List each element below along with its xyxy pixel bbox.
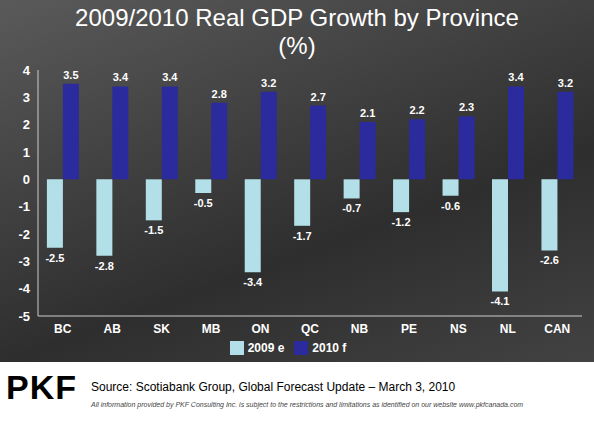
svg-text:-3: -3 xyxy=(18,254,30,269)
svg-text:2.2: 2.2 xyxy=(409,104,424,116)
svg-text:4: 4 xyxy=(23,63,31,78)
svg-text:PE: PE xyxy=(401,322,417,336)
svg-text:1: 1 xyxy=(23,145,30,160)
svg-text:-2.8: -2.8 xyxy=(95,260,114,272)
html-text:All information provided by PK: All information provided by PKF Consulti… xyxy=(91,401,524,408)
svg-text:3: 3 xyxy=(23,90,30,105)
html-text:Source: Scotiabank Group, Glob: Source: Scotiabank Group, Global Forecas… xyxy=(91,380,456,394)
svg-text:NB: NB xyxy=(351,322,369,336)
svg-text:NS: NS xyxy=(450,322,467,336)
svg-text:-0.5: -0.5 xyxy=(194,197,213,209)
svg-text:2.7: 2.7 xyxy=(311,91,326,103)
svg-text:3.4: 3.4 xyxy=(508,71,524,83)
svg-text:2: 2 xyxy=(23,117,30,132)
svg-text:BC: BC xyxy=(54,322,72,336)
svg-text:MB: MB xyxy=(202,322,221,336)
svg-text:2.1: 2.1 xyxy=(360,107,375,119)
svg-text:QC: QC xyxy=(301,322,319,336)
html-text:2010 f: 2010 f xyxy=(312,341,347,355)
svg-text:-1: -1 xyxy=(18,199,30,214)
svg-text:-2.6: -2.6 xyxy=(540,254,559,266)
html-text:2009 e: 2009 e xyxy=(247,341,285,355)
svg-text:3.2: 3.2 xyxy=(558,77,573,89)
svg-text:-5: -5 xyxy=(18,309,30,324)
svg-text:NL: NL xyxy=(500,322,516,336)
svg-text:3.4: 3.4 xyxy=(113,71,129,83)
svg-text:-4: -4 xyxy=(18,281,30,296)
svg-text:-0.6: -0.6 xyxy=(441,200,460,212)
svg-text:-3.4: -3.4 xyxy=(243,276,263,288)
svg-text:CAN: CAN xyxy=(544,322,570,336)
svg-text:-1.5: -1.5 xyxy=(144,224,163,236)
svg-text:3.4: 3.4 xyxy=(162,71,178,83)
svg-text:AB: AB xyxy=(104,322,122,336)
svg-text:2.8: 2.8 xyxy=(212,88,227,100)
svg-text:2.3: 2.3 xyxy=(459,101,474,113)
svg-text:-2.5: -2.5 xyxy=(45,252,64,264)
svg-text:ON: ON xyxy=(252,322,270,336)
svg-text:SK: SK xyxy=(153,322,170,336)
svg-text:3.5: 3.5 xyxy=(63,69,78,81)
svg-text:0: 0 xyxy=(23,172,30,187)
html-text:PKF: PKF xyxy=(6,368,77,406)
svg-text:-1.7: -1.7 xyxy=(293,230,312,242)
svg-text:-1.2: -1.2 xyxy=(392,216,411,228)
svg-text:3.2: 3.2 xyxy=(261,77,276,89)
svg-text:-0.7: -0.7 xyxy=(342,202,361,214)
svg-text:-2: -2 xyxy=(18,227,30,242)
svg-text:-4.1: -4.1 xyxy=(491,295,510,307)
html-text:2009/2010 Real GDP Growth by P: 2009/2010 Real GDP Growth by Province (%… xyxy=(75,4,519,59)
